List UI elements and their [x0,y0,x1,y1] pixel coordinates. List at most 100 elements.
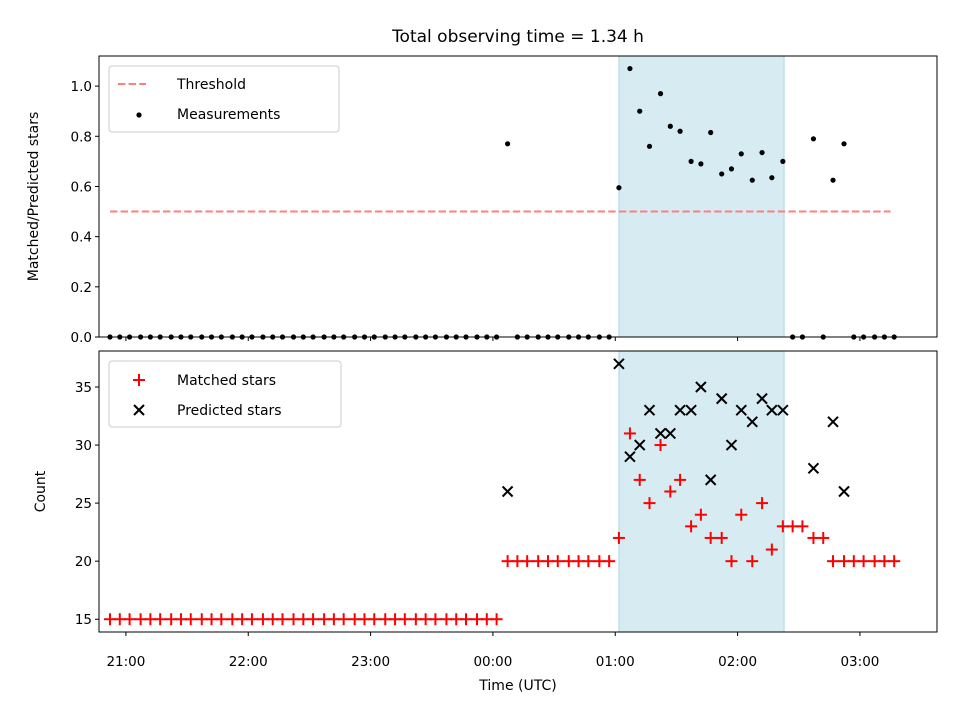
matched-star-point [307,613,320,626]
measurement-point [719,171,725,177]
matched-star-point [735,508,748,521]
predicted-star-point [715,392,728,405]
measurement-point [728,166,735,172]
observing-span-bottom [618,350,785,633]
measurement-point [830,177,836,183]
measurement-point [677,128,683,134]
measurement-point [627,65,633,72]
matched-star-point [184,613,197,626]
legend-threshold-label: Threshold [176,77,246,93]
matched-star-point [368,613,381,626]
predicted-star-point [838,485,850,498]
matched-star-point [603,555,616,568]
y-tick-label: 0.0 [71,330,92,346]
matched-star-point [685,520,698,533]
observing-span-top [618,55,785,338]
matched-star-point [674,473,687,486]
matched-star-point [276,613,289,626]
measurement-point [810,136,817,142]
matched-star-point [429,613,442,626]
predicted-star-point [674,404,686,416]
x-tick-label: 21:00 [106,654,145,670]
ratio-frame [98,55,938,338]
y-tick-label: 0.2 [71,280,92,296]
ratio-panel: 0.0 0.2 0.4 0.6 0.8 1.0 Matched/Predicted sta… [26,55,938,346]
x-tick-label: 22:00 [229,654,268,670]
predicted-star-point [654,427,667,440]
legend-matched-swatch [133,374,145,386]
predicted-star-point [613,358,625,370]
chart-title: Total observing time = 1.34 h [391,27,644,47]
matched-star-point [623,427,636,440]
predicted-star-point [624,450,636,463]
matched-star-point [612,531,625,544]
matched-star-point [521,555,534,568]
matched-star-point [154,613,167,626]
x-tick-label: 01:00 [596,654,635,670]
measurement-point [698,161,704,167]
legend-measurements-swatch [136,112,142,118]
matched-star-point [664,485,677,498]
predicted-star-point [501,485,514,498]
legend-measurements-label: Measurements [177,107,280,123]
matched-star-point [888,555,901,568]
predicted-star-point [756,392,768,405]
matched-star-point [398,613,411,626]
predicted-star-point [766,404,778,416]
count-y-ticks: 15 20 25 30 35 [75,380,99,628]
matched-star-point [490,613,503,626]
matched-star-point [746,555,759,568]
y-tick-label: 15 [75,612,92,628]
matched-star-point [756,497,769,510]
count-x-ticks: 21:00 22:00 23:00 00:00 01:00 02:00 03:00 [106,632,879,670]
measurement-point [738,151,744,157]
y-tick-label: 20 [75,554,92,570]
matched-star-point [460,613,473,626]
predicted-star-point [725,439,738,451]
ratio-legend-box [108,65,340,133]
matched-star-point [765,543,778,556]
matched-star-point [633,473,646,486]
measurement-point [780,158,786,164]
count-legend-box [108,360,342,428]
measurement-point [657,91,664,97]
count-frame [98,350,938,633]
matched-star-point [245,613,258,626]
count-legend: Matched stars Predicted stars [108,360,342,428]
x-tick-label: 00:00 [473,654,512,670]
matched-star-point [654,439,667,452]
legend-predicted-swatch [133,404,145,416]
y-tick-label: 35 [75,380,92,396]
matched-star-point [337,613,350,626]
count-panel: 15 20 25 30 35 21:00 22:00 23:00 00:00 01:00 02:0… [33,350,938,694]
ratio-y-ticks: 0.0 0.2 0.4 0.6 0.8 1.0 [71,79,99,346]
measurement-point [688,158,694,164]
legend-matched-label: Matched stars [177,373,276,389]
ratio-x-ticks [125,337,861,341]
x-tick-label: 23:00 [351,654,390,670]
measurement-point [708,129,714,136]
predicted-star-point [685,404,697,416]
measurement-point [616,185,622,191]
y-tick-label: 0.6 [71,179,92,195]
measurement-point [505,141,511,147]
predicted-star-point [664,427,677,440]
count-x-label: Time (UTC) [478,678,556,694]
y-tick-label: 1.0 [71,79,92,95]
predicted-star-point [807,462,820,474]
matched-star-point [817,531,830,544]
matched-star-point [796,520,809,533]
matched-star-point [643,497,656,510]
x-tick-label: 03:00 [840,654,879,670]
count-y-label: Count [33,470,49,512]
y-tick-label: 25 [75,496,92,512]
predicted-star-point [704,474,717,486]
measurement-point [841,141,847,147]
measurement-point [749,177,755,183]
matched-star-point [715,531,728,544]
predicted-star-point [777,404,789,416]
predicted-star-point [643,404,656,416]
measurement-point [667,123,673,129]
matched-star-point [694,508,707,521]
